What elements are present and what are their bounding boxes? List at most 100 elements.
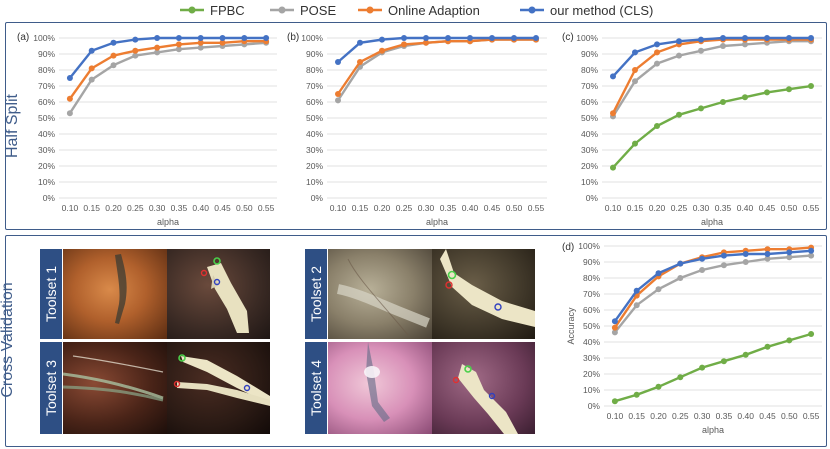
x-tick-label: 0.10: [62, 203, 79, 213]
legend-swatch-0: [180, 6, 204, 14]
y-tick-label: 40%: [38, 129, 55, 139]
toolset-3-segmented-image: [167, 342, 270, 434]
y-tick-label: 10%: [306, 177, 323, 187]
x-tick-label: 0.55: [803, 203, 820, 213]
data-point: [720, 252, 727, 259]
series-line-our-method-cls-: [612, 36, 811, 78]
x-axis-label: alpha: [426, 217, 448, 227]
toolset-1-tab: Toolset 1: [40, 249, 62, 339]
y-tick-label: 80%: [583, 273, 600, 283]
x-tick-label: 0.30: [149, 203, 166, 213]
data-point: [423, 35, 429, 41]
cross-validation-frame: [5, 235, 827, 447]
y-tick-label: 70%: [306, 81, 323, 91]
x-tick-label: 0.45: [759, 411, 776, 421]
data-point: [764, 343, 771, 350]
data-point: [808, 83, 814, 89]
data-point: [764, 255, 771, 262]
x-tick-label: 0.30: [693, 203, 710, 213]
x-tick-label: 0.40: [462, 203, 479, 213]
data-point: [88, 47, 95, 54]
x-tick-label: 0.50: [781, 411, 798, 421]
data-point: [786, 86, 792, 93]
y-tick-label: 90%: [306, 49, 323, 59]
x-axis-label: alpha: [702, 425, 724, 435]
data-point: [699, 267, 706, 273]
data-point: [110, 39, 117, 46]
data-point: [154, 49, 161, 56]
y-tick-label: 90%: [38, 49, 55, 59]
legend-item-2: Online Adaption: [358, 1, 480, 19]
data-point: [219, 39, 226, 46]
half-split-frame: [5, 22, 827, 230]
data-point: [742, 35, 748, 41]
data-point: [742, 41, 748, 48]
data-point: [357, 39, 363, 46]
data-point: [401, 41, 407, 48]
data-point: [335, 97, 341, 104]
data-point: [676, 52, 682, 59]
x-tick-label: 0.30: [694, 411, 711, 421]
toolset-2-raw-image: [328, 249, 432, 339]
data-point: [610, 164, 616, 171]
data-point: [677, 374, 684, 381]
y-tick-label: 60%: [306, 97, 323, 107]
data-point: [611, 329, 618, 336]
chart-b: (b) 0% 10% 20% 30% 40% 50% 60% 70% 80% 90% 100% 0.10…: [287, 32, 547, 227]
series-line-our-method-cls-: [613, 249, 812, 322]
x-tick-label: 0.55: [528, 203, 545, 213]
y-tick-label: 80%: [306, 65, 323, 75]
data-point: [611, 318, 618, 325]
y-tick-label: 100%: [301, 33, 323, 43]
data-point: [720, 262, 727, 269]
data-point: [154, 44, 161, 51]
data-point: [742, 259, 749, 265]
series-line-online-adaption: [611, 38, 811, 114]
x-axis-label: alpha: [157, 217, 179, 227]
y-tick-label: 20%: [306, 161, 323, 171]
x-tick-label: 0.20: [650, 411, 667, 421]
toolset-4-segmented-image: [432, 342, 535, 434]
data-point: [764, 35, 770, 41]
data-point: [764, 251, 771, 257]
data-point: [764, 246, 771, 253]
x-tick-label: 0.15: [628, 411, 645, 421]
x-tick-label: 0.55: [258, 203, 275, 213]
data-point: [720, 358, 727, 365]
x-tick-label: 0.45: [759, 203, 776, 213]
x-tick-label: 0.20: [649, 203, 666, 213]
data-point: [610, 110, 616, 117]
data-point: [720, 35, 726, 41]
data-point: [88, 76, 95, 83]
data-point: [720, 99, 726, 105]
data-point: [263, 35, 270, 41]
x-tick-label: 0.35: [440, 203, 457, 213]
data-point: [132, 47, 139, 54]
y-tick-label: 90%: [583, 257, 600, 267]
x-tick-label: 0.45: [214, 203, 231, 213]
data-point: [764, 89, 770, 96]
x-tick-label: 0.25: [396, 203, 413, 213]
series-line-our-method-cls-: [68, 36, 267, 79]
x-tick-label: 0.30: [418, 203, 435, 213]
x-tick-label: 0.15: [83, 203, 100, 213]
data-point: [786, 249, 793, 256]
data-point: [379, 47, 385, 54]
toolset-3-tab: Toolset 3: [40, 342, 62, 434]
y-tick-label: 100%: [578, 241, 600, 251]
legend-swatch-2: [358, 6, 382, 14]
x-tick-label: 0.25: [671, 203, 688, 213]
legend-label-1: POSE: [300, 2, 337, 18]
y-tick-label: 50%: [583, 321, 600, 331]
data-point: [241, 35, 248, 41]
x-tick-label: 0.50: [236, 203, 253, 213]
data-point: [633, 391, 640, 398]
x-tick-label: 0.10: [330, 203, 347, 213]
y-tick-label: 0%: [43, 193, 56, 203]
y-tick-label: 30%: [38, 145, 55, 155]
data-point: [633, 287, 640, 294]
y-tick-label: 40%: [583, 337, 600, 347]
y-tick-label: 100%: [33, 33, 55, 43]
y-tick-label: 70%: [38, 81, 55, 91]
x-tick-label: 0.10: [605, 203, 622, 213]
